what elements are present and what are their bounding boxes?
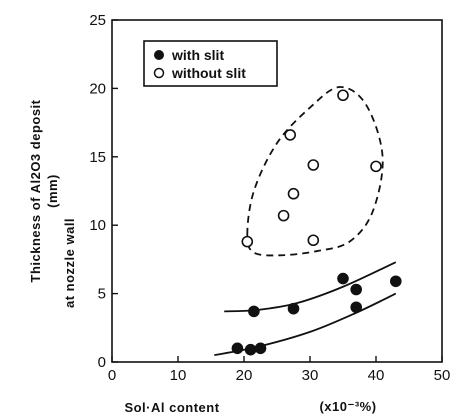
- x-axis: 0 10 20 30 40 50: [108, 356, 451, 384]
- legend-label-with-slit: with slit: [171, 47, 224, 63]
- point-without-slit: [277, 209, 290, 222]
- y-axis-title-line1: Thickness of Al2O3 deposit: [28, 99, 43, 282]
- point-without-slit: [284, 129, 297, 141]
- legend-marker-with-slit: [154, 50, 164, 60]
- plot-area: [111, 19, 443, 363]
- point-with-slit: [337, 272, 349, 285]
- x-tick-label: 0: [108, 367, 116, 384]
- y-axis-title-line2: (mm): [45, 174, 60, 208]
- point-without-slit: [337, 89, 349, 102]
- point-with-slit: [254, 342, 267, 355]
- point-with-slit: [248, 305, 260, 318]
- point-without-slit: [287, 187, 300, 200]
- data-points: [231, 89, 402, 356]
- y-tick-label: 15: [89, 149, 106, 166]
- y-axis-title-line3: at nozzle wall: [62, 218, 77, 308]
- y-tick-label: 0: [98, 354, 106, 371]
- point-with-slit: [350, 301, 363, 314]
- point-without-slit: [307, 159, 320, 171]
- point-with-slit: [244, 343, 257, 356]
- x-axis-title: Sol·Al content: [124, 400, 219, 415]
- point-with-slit: [350, 283, 363, 296]
- dashed-boundary-group: [246, 86, 384, 257]
- y-tick-label: 5: [98, 286, 106, 303]
- legend-label-without-slit: without slit: [171, 65, 246, 81]
- x-tick-label: 10: [170, 367, 187, 384]
- x-tick-label: 50: [434, 367, 451, 384]
- point-with-slit: [287, 302, 300, 315]
- x-tick-label: 30: [302, 367, 319, 384]
- plot-frame: [111, 19, 443, 363]
- y-axis: 0 5 10 15 20 25: [89, 12, 118, 371]
- legend-box: [143, 40, 278, 87]
- legend-marker-without-slit: [153, 67, 165, 79]
- point-with-slit: [389, 275, 402, 288]
- dashed-boundary: [246, 86, 384, 257]
- y-tick-label: 20: [89, 80, 106, 97]
- y-tick-label: 25: [89, 12, 106, 29]
- y-axis-title: Thickness of Al2O3 deposit (mm) at nozzl…: [28, 99, 77, 308]
- y-tick-label: 10: [89, 217, 106, 234]
- point-without-slit: [307, 234, 320, 247]
- point-without-slit: [370, 160, 382, 173]
- legend: with slit without slit: [143, 40, 278, 87]
- point-without-slit: [241, 235, 254, 248]
- point-with-slit: [231, 342, 244, 355]
- upper-band-curve: [224, 261, 397, 313]
- x-tick-label: 40: [368, 367, 385, 384]
- x-tick-label: 20: [236, 367, 253, 384]
- trend-band: [214, 261, 397, 357]
- x-axis-unit: (x10⁻³%): [319, 399, 376, 414]
